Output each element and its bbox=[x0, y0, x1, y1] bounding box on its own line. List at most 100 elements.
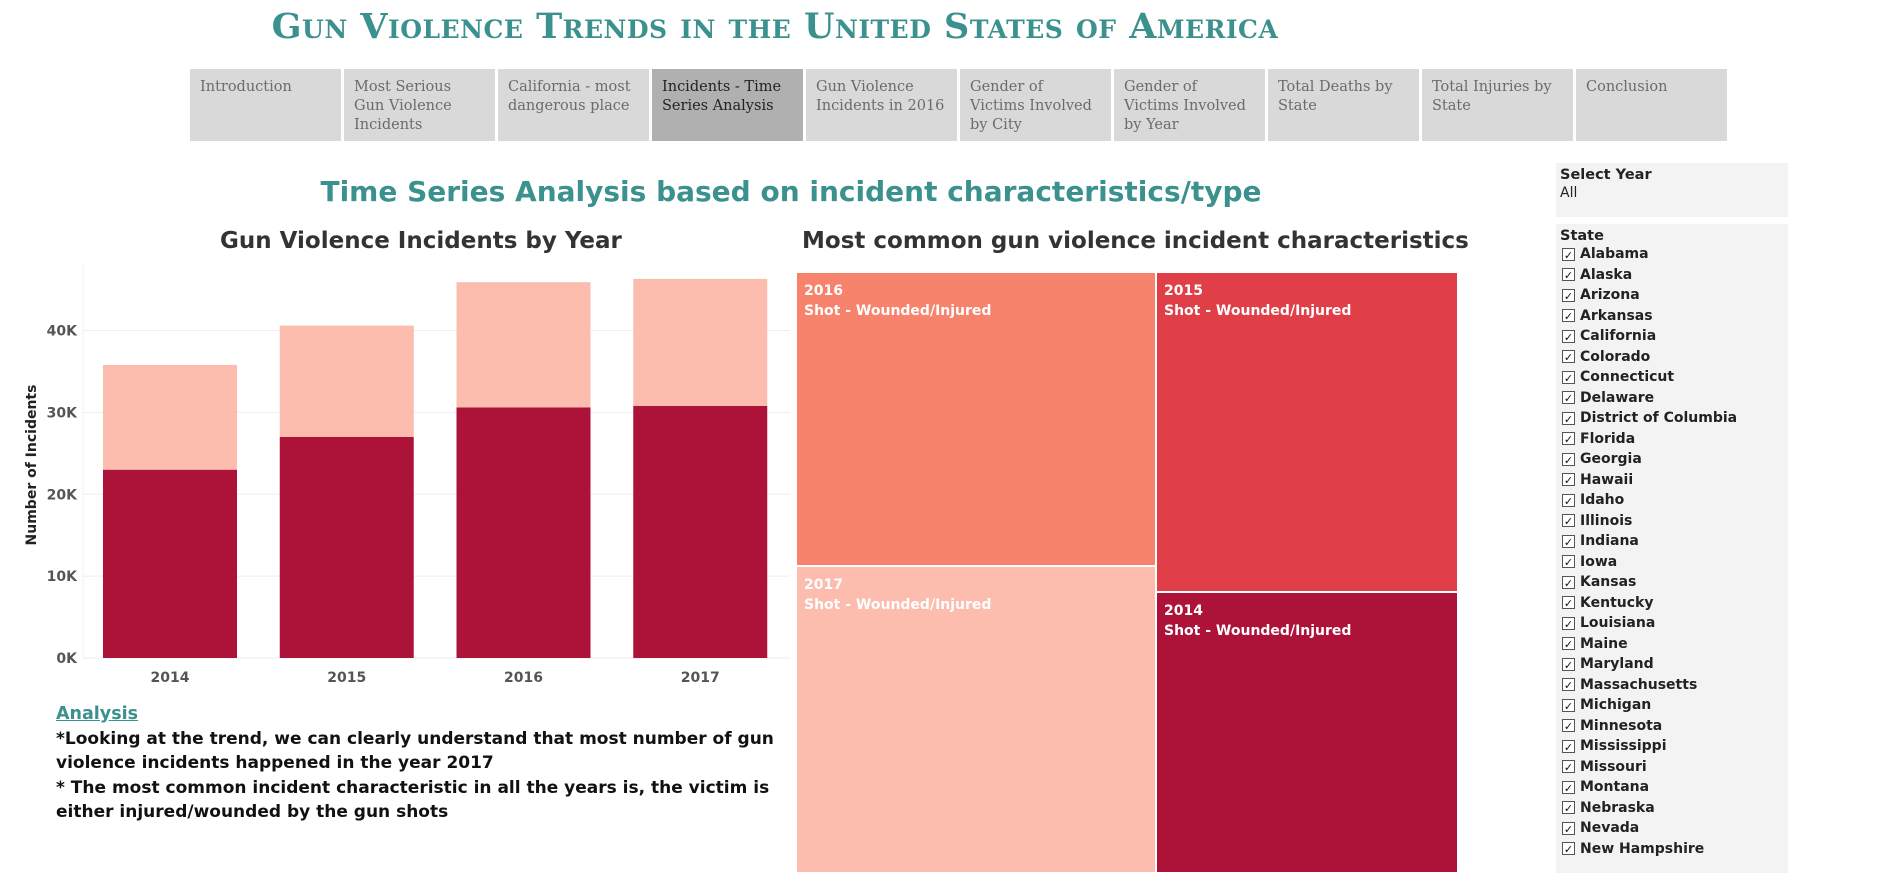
state-item-new-hampshire[interactable]: ✓ New Hampshire bbox=[1560, 839, 1784, 860]
checkbox-checked-icon[interactable]: ✓ bbox=[1562, 452, 1575, 467]
checkbox-checked-icon[interactable]: ✓ bbox=[1562, 637, 1575, 652]
checkbox-checked-icon[interactable]: ✓ bbox=[1562, 842, 1575, 857]
checkbox-checked-icon[interactable]: ✓ bbox=[1562, 575, 1575, 590]
checkbox-checked-icon[interactable]: ✓ bbox=[1562, 760, 1575, 775]
state-item-kansas[interactable]: ✓ Kansas bbox=[1560, 572, 1784, 593]
tab-incidents-time-series-analysis[interactable]: Incidents - Time Series Analysis bbox=[652, 69, 803, 141]
state-item-illinois[interactable]: ✓ Illinois bbox=[1560, 511, 1784, 532]
state-item-minnesota[interactable]: ✓ Minnesota bbox=[1560, 716, 1784, 737]
tab-california-most-dangerous-place[interactable]: California - most dangerous place bbox=[498, 69, 649, 141]
state-item-arizona[interactable]: ✓ Arizona bbox=[1560, 285, 1784, 306]
tab-gender-of-victims-involved-by-city[interactable]: Gender of Victims Involved by City bbox=[960, 69, 1111, 141]
state-item-california[interactable]: ✓ California bbox=[1560, 326, 1784, 347]
state-item-kentucky[interactable]: ✓ Kentucky bbox=[1560, 593, 1784, 614]
year-filter[interactable]: Select Year All bbox=[1556, 163, 1788, 217]
state-item-connecticut[interactable]: ✓ Connecticut bbox=[1560, 367, 1784, 388]
state-item-georgia[interactable]: ✓ Georgia bbox=[1560, 449, 1784, 470]
bar-2015-lower[interactable] bbox=[279, 436, 414, 658]
state-filter-label: State bbox=[1560, 228, 1604, 244]
state-label: California bbox=[1580, 328, 1657, 345]
checkbox-checked-icon[interactable]: ✓ bbox=[1562, 821, 1575, 836]
state-item-missouri[interactable]: ✓ Missouri bbox=[1560, 757, 1784, 778]
state-item-nevada[interactable]: ✓ Nevada bbox=[1560, 818, 1784, 839]
bar-2014-upper[interactable] bbox=[103, 364, 237, 470]
checkbox-checked-icon[interactable]: ✓ bbox=[1562, 616, 1575, 631]
checkbox-checked-icon[interactable]: ✓ bbox=[1562, 268, 1575, 283]
state-item-massachusetts[interactable]: ✓ Massachusetts bbox=[1560, 675, 1784, 696]
state-label: Illinois bbox=[1580, 512, 1633, 529]
checkbox-checked-icon[interactable]: ✓ bbox=[1562, 350, 1575, 365]
bar-2017-upper[interactable] bbox=[633, 278, 768, 406]
analysis-heading[interactable]: Analysis bbox=[56, 704, 139, 724]
state-item-arkansas[interactable]: ✓ Arkansas bbox=[1560, 306, 1784, 327]
checkbox-checked-icon[interactable]: ✓ bbox=[1562, 473, 1575, 488]
checkbox-checked-icon[interactable]: ✓ bbox=[1562, 432, 1575, 447]
checkbox-checked-icon[interactable]: ✓ bbox=[1562, 678, 1575, 693]
state-label: New Hampshire bbox=[1580, 840, 1705, 857]
state-item-alaska[interactable]: ✓ Alaska bbox=[1560, 265, 1784, 286]
tab-total-injuries-by-state[interactable]: Total Injuries by State bbox=[1422, 69, 1573, 141]
checkbox-checked-icon[interactable]: ✓ bbox=[1562, 391, 1575, 406]
checkbox-checked-icon[interactable]: ✓ bbox=[1562, 514, 1575, 529]
y-tick-label: 20K bbox=[47, 487, 78, 503]
state-label: Nebraska bbox=[1580, 799, 1655, 816]
state-item-idaho[interactable]: ✓ Idaho bbox=[1560, 490, 1784, 511]
checkbox-checked-icon[interactable]: ✓ bbox=[1562, 719, 1575, 734]
state-item-delaware[interactable]: ✓ Delaware bbox=[1560, 388, 1784, 409]
state-label: Arkansas bbox=[1580, 307, 1653, 324]
state-item-montana[interactable]: ✓ Montana bbox=[1560, 777, 1784, 798]
checkbox-checked-icon[interactable]: ✓ bbox=[1562, 534, 1575, 549]
state-item-maine[interactable]: ✓ Maine bbox=[1560, 634, 1784, 655]
checkbox-checked-icon[interactable]: ✓ bbox=[1562, 309, 1575, 324]
treemap-tile-2015[interactable]: 2015 Shot - Wounded/Injured bbox=[1156, 272, 1458, 592]
checkbox-checked-icon[interactable]: ✓ bbox=[1562, 780, 1575, 795]
tab-conclusion[interactable]: Conclusion bbox=[1576, 69, 1727, 141]
checkbox-checked-icon[interactable]: ✓ bbox=[1562, 596, 1575, 611]
bar-2015-upper[interactable] bbox=[279, 325, 414, 437]
state-item-michigan[interactable]: ✓ Michigan bbox=[1560, 695, 1784, 716]
bar-2016-upper[interactable] bbox=[456, 282, 591, 408]
checkbox-checked-icon[interactable]: ✓ bbox=[1562, 739, 1575, 754]
bar-2017-lower[interactable] bbox=[633, 405, 768, 658]
treemap-tile-2017[interactable]: 2017 Shot - Wounded/Injured bbox=[796, 566, 1156, 873]
checkbox-checked-icon[interactable]: ✓ bbox=[1562, 801, 1575, 816]
checkbox-checked-icon[interactable]: ✓ bbox=[1562, 288, 1575, 303]
state-item-alabama[interactable]: ✓ Alabama bbox=[1560, 244, 1784, 265]
state-item-nebraska[interactable]: ✓ Nebraska bbox=[1560, 798, 1784, 819]
checkbox-checked-icon[interactable]: ✓ bbox=[1562, 411, 1575, 426]
tab-gender-of-victims-involved-by-year[interactable]: Gender of Victims Involved by Year bbox=[1114, 69, 1265, 141]
tab-total-deaths-by-state[interactable]: Total Deaths by State bbox=[1268, 69, 1419, 141]
checkbox-checked-icon[interactable]: ✓ bbox=[1562, 657, 1575, 672]
tab-gun-violence-incidents-in-2016[interactable]: Gun Violence Incidents in 2016 bbox=[806, 69, 957, 141]
x-tick-label: 2017 bbox=[681, 670, 720, 686]
checkbox-checked-icon[interactable]: ✓ bbox=[1562, 329, 1575, 344]
tab-introduction[interactable]: Introduction bbox=[190, 69, 341, 141]
state-item-louisiana[interactable]: ✓ Louisiana bbox=[1560, 613, 1784, 634]
checkbox-checked-icon[interactable]: ✓ bbox=[1562, 698, 1575, 713]
tab-most-serious-gun-violence-incidents[interactable]: Most Serious Gun Violence Incidents bbox=[344, 69, 495, 141]
checkbox-checked-icon[interactable]: ✓ bbox=[1562, 555, 1575, 570]
treemap-tile-2016[interactable]: 2016 Shot - Wounded/Injured bbox=[796, 272, 1156, 566]
year-filter-value[interactable]: All bbox=[1560, 185, 1578, 201]
bar-2014-lower[interactable] bbox=[103, 469, 237, 658]
state-label: Massachusetts bbox=[1580, 676, 1698, 693]
state-item-colorado[interactable]: ✓ Colorado bbox=[1560, 347, 1784, 368]
state-item-indiana[interactable]: ✓ Indiana bbox=[1560, 531, 1784, 552]
treemap-chart: 2016 Shot - Wounded/Injured 2015 Shot - Wou… bbox=[796, 272, 1458, 873]
state-item-florida[interactable]: ✓ Florida bbox=[1560, 429, 1784, 450]
state-item-maryland[interactable]: ✓ Maryland bbox=[1560, 654, 1784, 675]
treemap-tile-2014[interactable]: 2014 Shot - Wounded/Injured bbox=[1156, 592, 1458, 873]
state-label: Montana bbox=[1580, 779, 1650, 796]
state-item-district-of-columbia[interactable]: ✓ District of Columbia bbox=[1560, 408, 1784, 429]
bar-2016-lower[interactable] bbox=[456, 407, 591, 658]
checkbox-checked-icon[interactable]: ✓ bbox=[1562, 247, 1575, 262]
state-label: Alaska bbox=[1580, 266, 1633, 283]
checkbox-checked-icon[interactable]: ✓ bbox=[1562, 370, 1575, 385]
treemap-title: Most common gun violence incident charac… bbox=[802, 228, 1469, 254]
state-item-mississippi[interactable]: ✓ Mississippi bbox=[1560, 736, 1784, 757]
checkbox-checked-icon[interactable]: ✓ bbox=[1562, 493, 1575, 508]
state-item-hawaii[interactable]: ✓ Hawaii bbox=[1560, 470, 1784, 491]
state-list: ✓ Alabama ✓ Alaska ✓ Arizona ✓ Arkansas ✓ Califor… bbox=[1560, 244, 1784, 859]
state-item-iowa[interactable]: ✓ Iowa bbox=[1560, 552, 1784, 573]
state-label: Louisiana bbox=[1580, 615, 1656, 632]
